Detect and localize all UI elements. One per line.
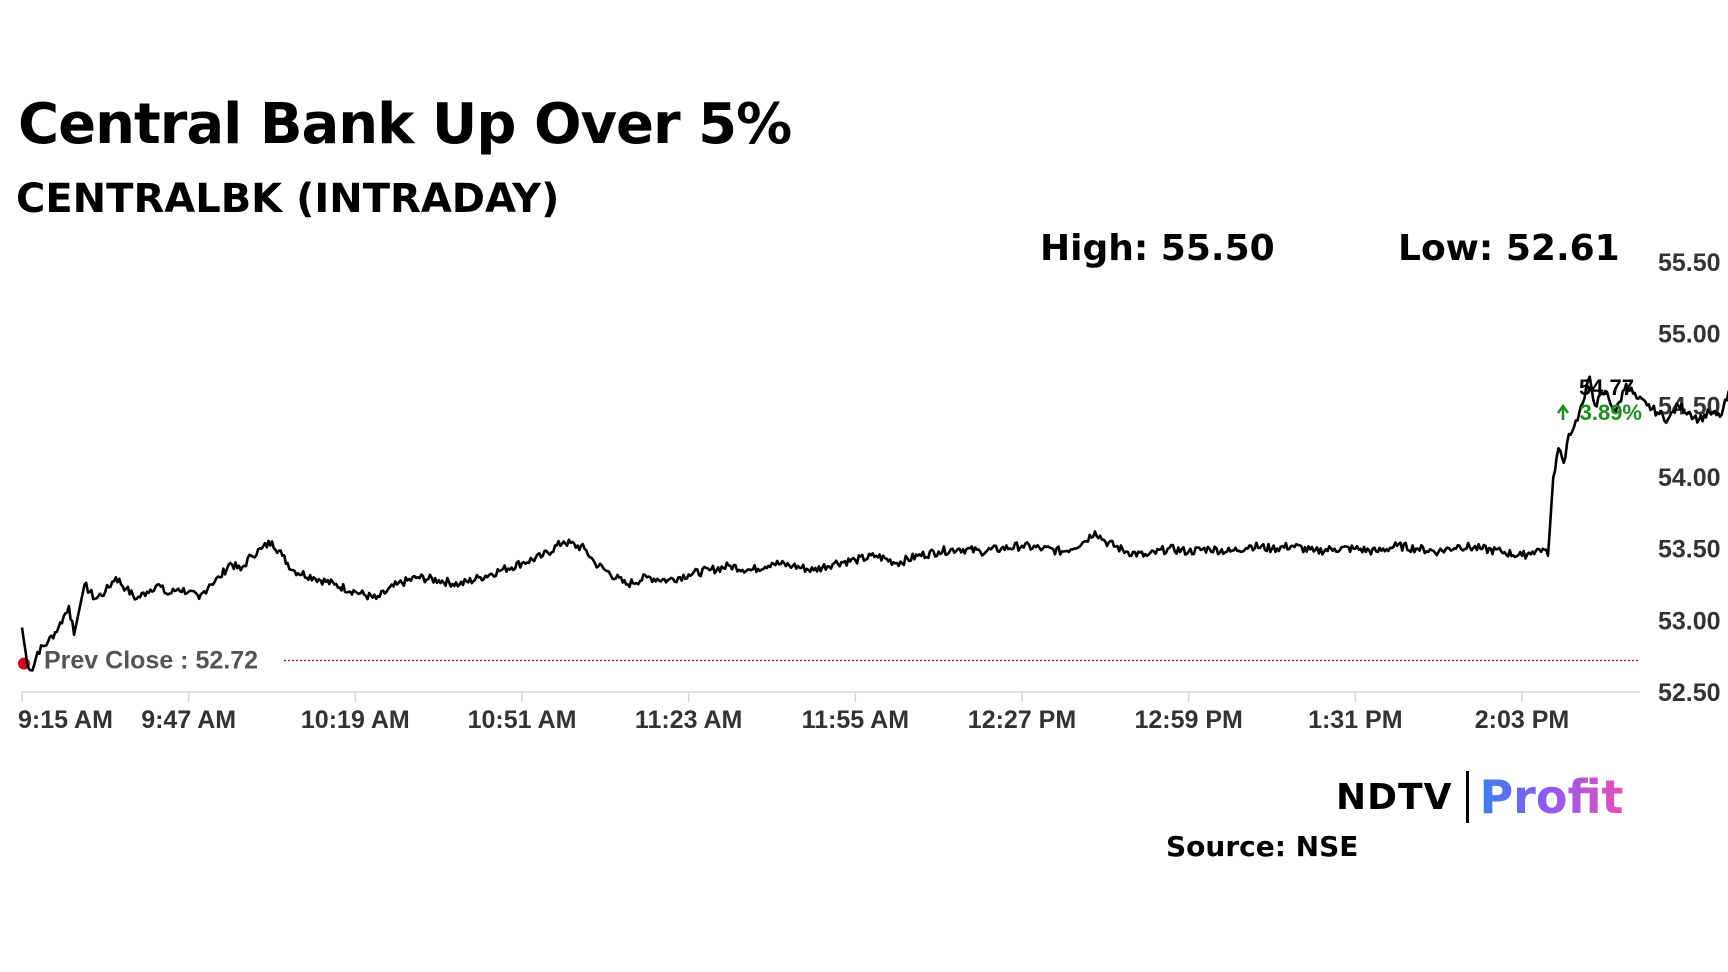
source-label: Source: NSE xyxy=(1166,830,1359,863)
up-arrow-icon xyxy=(1556,403,1570,420)
change-percent-label: 3.89% xyxy=(1580,400,1642,425)
price-series xyxy=(20,375,1728,672)
x-tick-label: 10:19 AM xyxy=(301,706,410,734)
logo-ndtv-text: NDTV xyxy=(1336,776,1453,818)
price-line xyxy=(20,375,1728,672)
prev-close-group: Prev Close : 52.72 xyxy=(18,646,1640,674)
last-price-label: 54.77 xyxy=(1579,375,1634,400)
ndtv-profit-logo: NDTV Profit xyxy=(1336,770,1624,824)
logo-profit-text: Profit xyxy=(1479,770,1624,824)
chart-title: Central Bank Up Over 5% xyxy=(18,92,792,157)
y-axis: 52.50 53.00 53.50 54.00 54.50 55.00 55.50 xyxy=(1658,249,1721,707)
x-axis: 9:15 AM 9:47 AM 10:19 AM 10:51 AM 11:23 AM 11… xyxy=(18,691,1640,734)
chart-subtitle: CENTRALBK (INTRADAY) xyxy=(16,176,560,222)
y-tick-label: 55.50 xyxy=(1658,249,1721,277)
x-tick-label: 11:55 AM xyxy=(802,706,909,734)
x-tick-label: 10:51 AM xyxy=(468,706,577,734)
low-label: Low: 52.61 xyxy=(1398,228,1620,269)
x-tick-label: 9:47 AM xyxy=(141,706,236,734)
x-tick-label: 12:59 PM xyxy=(1134,706,1242,734)
logo-separator xyxy=(1466,771,1470,823)
y-tick-label: 54.00 xyxy=(1658,464,1721,492)
x-tick-label: 1:31 PM xyxy=(1308,706,1402,734)
x-tick-label: 9:15 AM xyxy=(18,706,113,734)
y-tick-label: 52.50 xyxy=(1658,679,1721,707)
y-tick-label: 54.50 xyxy=(1658,392,1721,420)
y-tick-label: 53.00 xyxy=(1658,607,1721,635)
markers: 54.773.89% xyxy=(1556,375,1642,425)
x-tick-label: 12:27 PM xyxy=(968,706,1076,734)
y-tick-label: 53.50 xyxy=(1658,536,1721,564)
high-label: High: 55.50 xyxy=(1040,228,1275,269)
prev-close-label: Prev Close : 52.72 xyxy=(44,646,258,674)
x-tick-label: 2:03 PM xyxy=(1475,706,1569,734)
x-tick-label: 11:23 AM xyxy=(635,706,742,734)
y-tick-label: 55.00 xyxy=(1658,321,1721,349)
